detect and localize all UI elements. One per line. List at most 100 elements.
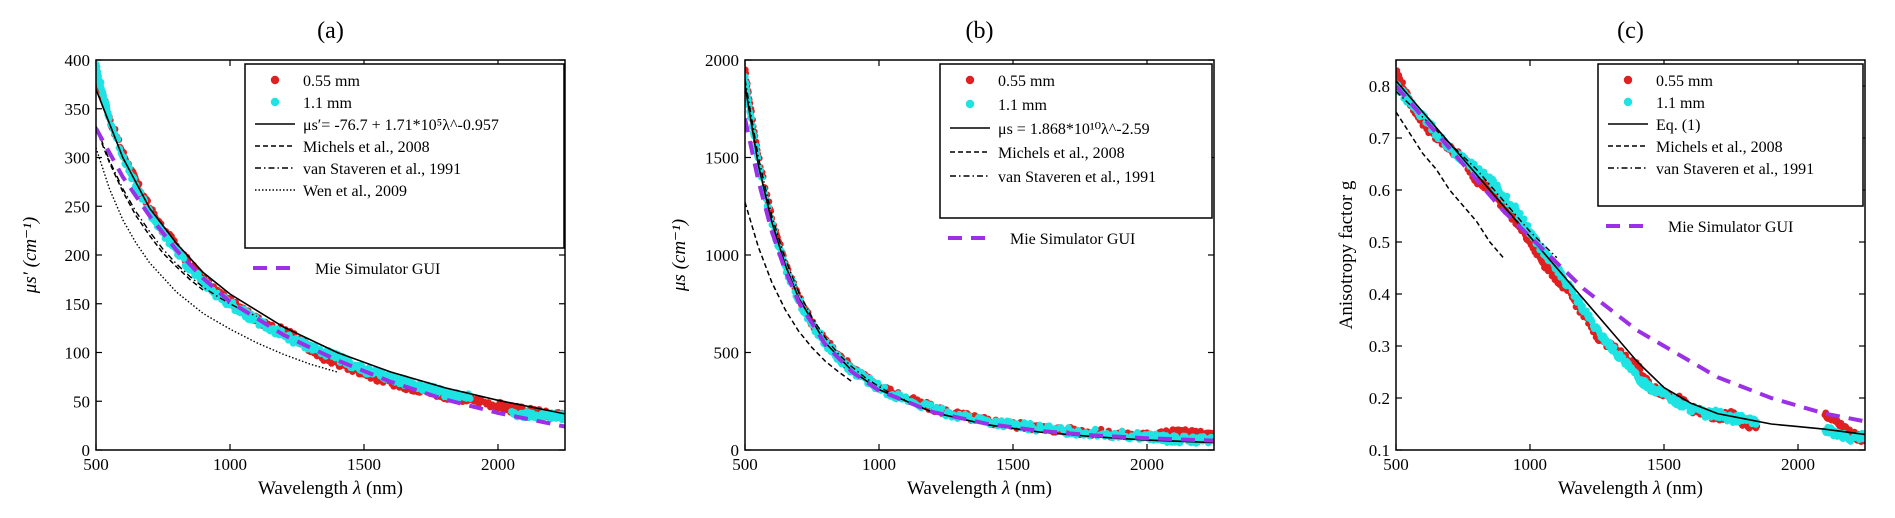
x-tick-label: 1000 — [862, 455, 896, 474]
series-line — [1396, 84, 1865, 424]
series-michels-et-al-2008 — [96, 128, 204, 291]
series-wen-et-al-2009 — [96, 147, 338, 373]
y-tick-label: 0.8 — [1369, 77, 1390, 96]
x-tick-label: 2000 — [1781, 455, 1815, 474]
x-axis-label: Wavelength λ (nm) — [1558, 478, 1703, 499]
series--s-1-868-10-2-59 — [745, 85, 1214, 444]
legend-item: 0.55 mm — [965, 73, 1055, 90]
legend-item: Michels et al., 2008 — [255, 139, 430, 156]
x-tick-label: 2000 — [481, 455, 515, 474]
series-line — [1396, 111, 1504, 259]
legend-item: Michels et al., 2008 — [950, 145, 1125, 162]
legend-item: 0.55 mm — [270, 73, 360, 90]
data-point — [466, 395, 474, 403]
legend-item: μs′= -76.7 + 1.71*10⁵λ^-0.957 — [255, 117, 499, 134]
y-tick-label: 0.5 — [1369, 233, 1390, 252]
y-tick-label: 0.6 — [1369, 181, 1390, 200]
data-point — [745, 73, 749, 81]
legend-item: Mie Simulator GUI — [1606, 219, 1793, 236]
y-tick-label: 0.3 — [1369, 337, 1390, 356]
legend-label: Eq. (1) — [1656, 117, 1700, 134]
legend-item: Wen et al., 2009 — [255, 183, 407, 200]
data-point — [1579, 302, 1586, 310]
legend-label: Mie Simulator GUI — [315, 261, 440, 278]
y-tick-label: 400 — [65, 51, 91, 70]
series-line — [96, 126, 258, 318]
series-line — [745, 85, 1214, 444]
plot-area — [1396, 67, 1865, 446]
series-line — [745, 79, 907, 401]
data-point — [97, 78, 105, 86]
y-tick-label: 0.7 — [1369, 129, 1391, 148]
series-mie-simulator-gui — [96, 127, 565, 429]
legend-box — [244, 63, 565, 249]
panel-label: (c) — [1617, 18, 1644, 44]
legend-label: Mie Simulator GUI — [1010, 231, 1135, 248]
panel-label: (a) — [317, 18, 344, 44]
y-tick-label: 0.2 — [1369, 389, 1390, 408]
plot-area — [96, 61, 565, 429]
data-point — [1503, 192, 1511, 200]
legend-label: 1.1 mm — [998, 97, 1047, 114]
legend-label: van Staveren et al., 1991 — [998, 169, 1156, 186]
series-line — [96, 128, 204, 291]
data-point — [874, 379, 882, 387]
series-line — [96, 127, 565, 429]
y-axis-label: μs (cm⁻¹) — [669, 219, 690, 292]
legend-marker-dot — [965, 75, 975, 85]
legend-box — [1597, 63, 1864, 207]
y-tick-label: 0.1 — [1369, 441, 1390, 460]
series-line — [1396, 90, 1558, 259]
series-van-staveren-et-al-1991 — [96, 126, 258, 318]
legend-label: van Staveren et al., 1991 — [1656, 161, 1814, 178]
data-point — [938, 404, 946, 412]
data-point — [561, 413, 565, 421]
plot-frame — [744, 59, 1215, 451]
legend-label: Michels et al., 2008 — [998, 145, 1125, 162]
plot-area — [745, 66, 1214, 447]
y-tick-label: 0 — [82, 441, 91, 460]
y-axis-label: μs′ (cm⁻¹) — [20, 217, 41, 294]
legend-label: Michels et al., 2008 — [1656, 139, 1783, 156]
series-line — [96, 89, 565, 415]
data-point — [1610, 343, 1618, 351]
series-line — [745, 202, 853, 383]
legend-label: Wen et al., 2009 — [303, 183, 407, 200]
series--s-76-7-1-71-10-0-957 — [96, 89, 565, 415]
x-axis-label: Wavelength λ (nm) — [907, 478, 1052, 499]
y-tick-label: 50 — [73, 392, 90, 411]
series-van-staveren-et-al-1991 — [1396, 90, 1558, 259]
legend-label: 0.55 mm — [998, 73, 1055, 90]
data-point — [1092, 425, 1099, 433]
y-tick-label: 1500 — [705, 149, 739, 168]
chart-panel-b: (b)500 1000 1500 20000500100015002000Wavele… — [669, 18, 1215, 499]
data-point — [927, 401, 934, 408]
legend-item: Michels et al., 2008 — [1608, 139, 1783, 156]
y-tick-label: 300 — [65, 149, 91, 168]
legend-item: van Staveren et al., 1991 — [950, 169, 1156, 186]
series-mie-simulator-gui — [745, 118, 1214, 443]
legend-label: μs′= -76.7 + 1.71*10⁵λ^-0.957 — [303, 117, 499, 134]
y-tick-label: 0.4 — [1369, 285, 1391, 304]
data-point — [1118, 427, 1126, 435]
chart-panel-a: (a) 500 1000 1500 2000 0 50 100 150 200 250 300 350 4… — [20, 18, 566, 499]
series-michels-et-al-2008 — [745, 202, 853, 383]
y-tick-label: 250 — [65, 197, 91, 216]
y-tick-label: 1000 — [705, 246, 739, 265]
data-point — [103, 104, 111, 112]
legend-item: 1.1 mm — [1623, 95, 1705, 112]
legend-item: van Staveren et al., 1991 — [1608, 161, 1814, 178]
y-tick-label: 2000 — [705, 51, 739, 70]
x-tick-label: 1500 — [996, 455, 1030, 474]
legend-label: 1.1 mm — [1656, 95, 1705, 112]
legend-item: 0.55 mm — [1623, 73, 1713, 90]
series-michels-et-al-2008 — [1396, 111, 1504, 259]
legend-marker-dot — [1623, 97, 1633, 107]
y-tick-label: 350 — [65, 100, 91, 119]
x-tick-label: 1000 — [1513, 455, 1547, 474]
legend-label: 1.1 mm — [303, 95, 352, 112]
data-point — [180, 255, 188, 262]
y-tick-label: 100 — [65, 344, 91, 363]
legend-item: μs = 1.868*10¹⁰λ^-2.59 — [950, 121, 1150, 138]
legend-label: Mie Simulator GUI — [1668, 219, 1793, 236]
